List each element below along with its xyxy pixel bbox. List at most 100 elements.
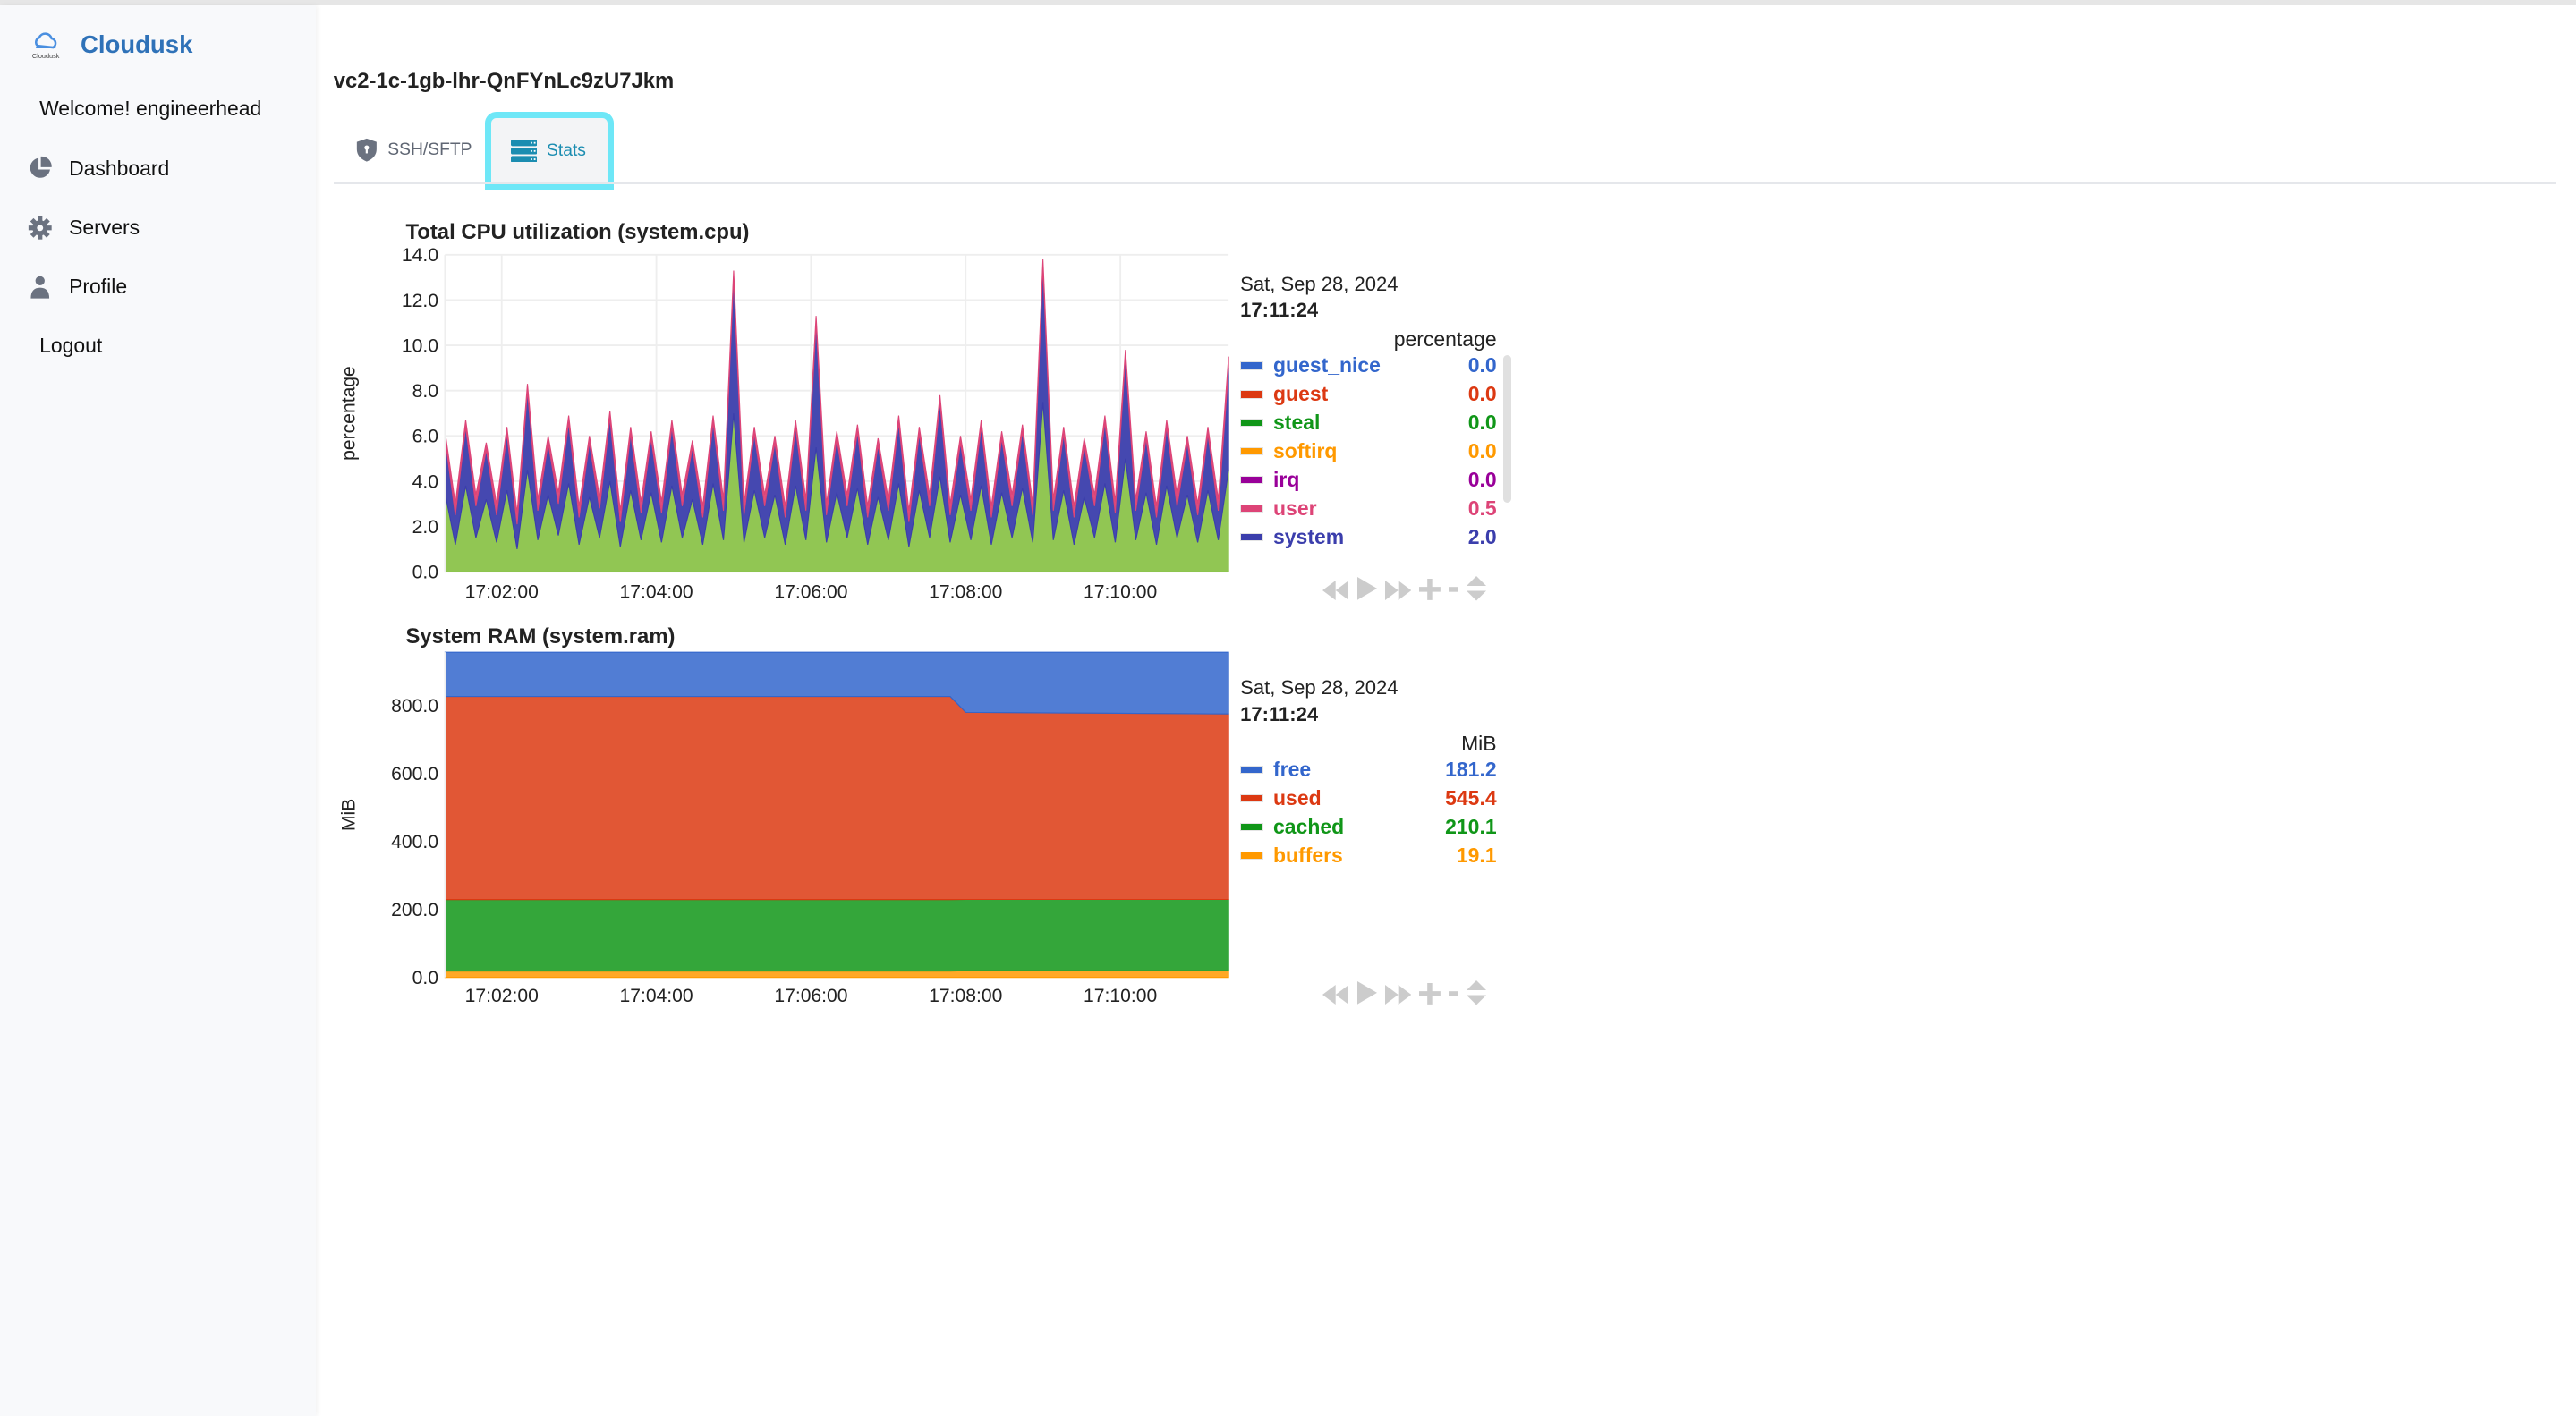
tab-stats[interactable]: Stats bbox=[484, 111, 614, 191]
legend-series-name: guest_nice bbox=[1273, 353, 1381, 377]
legend-swatch bbox=[1240, 532, 1264, 542]
fast-forward-icon[interactable] bbox=[1384, 981, 1412, 1012]
legend-series-name: softirq bbox=[1273, 439, 1338, 463]
y-tick-label: 6.0 bbox=[412, 426, 438, 446]
legend-time: 17:11:24 bbox=[1240, 703, 1319, 726]
ram-chart-title: System RAM (system.ram) bbox=[405, 623, 676, 649]
rewind-icon[interactable] bbox=[1322, 577, 1349, 607]
legend-swatch bbox=[1240, 447, 1264, 456]
cpu-chart-controls bbox=[1322, 576, 1487, 608]
resize-icon[interactable] bbox=[1467, 576, 1487, 608]
legend-swatch bbox=[1240, 390, 1264, 399]
series-area-user bbox=[444, 259, 1229, 524]
y-tick-label: 0.0 bbox=[412, 562, 438, 582]
y-tick-label: 8.0 bbox=[412, 381, 438, 402]
legend-scrollbar[interactable] bbox=[1502, 354, 1512, 503]
resize-icon[interactable] bbox=[1467, 980, 1487, 1013]
legend-series-name: user bbox=[1273, 496, 1317, 521]
sidebar-item-servers[interactable]: Servers bbox=[28, 216, 140, 241]
legend-rows: free 181.2 used 545.4 cached 210.1 buffe… bbox=[1240, 756, 1497, 870]
tabs-divider bbox=[333, 182, 2556, 184]
x-tick-label: 17:10:00 bbox=[1084, 581, 1157, 602]
brand-name: Cloudusk bbox=[80, 30, 193, 58]
legend-row-softirq[interactable]: softirq 0.0 bbox=[1240, 437, 1497, 466]
zoom-in-icon[interactable] bbox=[1419, 981, 1441, 1012]
legend-date: Sat, Sep 28, 2024 bbox=[1240, 676, 1399, 700]
x-tick-label: 17:06:00 bbox=[775, 986, 848, 1006]
page-title: vc2-1c-1gb-lhr-QnFYnLc9zU7Jkm bbox=[333, 69, 675, 94]
legend-row-irq[interactable]: irq 0.0 bbox=[1240, 466, 1497, 495]
legend-row-system[interactable]: system 2.0 bbox=[1240, 523, 1497, 552]
y-tick-label: 14.0 bbox=[402, 245, 438, 266]
tab-label: Stats bbox=[547, 140, 586, 160]
legend-series-name: free bbox=[1273, 758, 1312, 782]
legend-swatch bbox=[1240, 475, 1264, 485]
legend-series-name: system bbox=[1273, 525, 1345, 549]
sidebar-item-label: Dashboard bbox=[69, 156, 170, 180]
legend-swatch bbox=[1240, 765, 1264, 775]
legend-row-cached[interactable]: cached 210.1 bbox=[1240, 812, 1497, 841]
x-tick-label: 17:02:00 bbox=[465, 986, 539, 1006]
ram-legend: Sat, Sep 28, 2024 17:11:24 MiB free 181.… bbox=[1240, 676, 1497, 870]
legend-series-value: 19.1 bbox=[1456, 843, 1497, 867]
cpu-chart[interactable]: 0.0 2.0 4.0 6.0 8.0 10.0 12.0 14.0 17:02:00 17:04… bbox=[328, 243, 1232, 613]
sidebar-item-label: Servers bbox=[69, 215, 140, 239]
x-tick-label: 17:02:00 bbox=[465, 581, 539, 602]
fast-forward-icon[interactable] bbox=[1384, 577, 1412, 607]
legend-series-value: 0.0 bbox=[1467, 439, 1497, 463]
logout-link[interactable]: Logout bbox=[39, 333, 103, 357]
ram-chart[interactable]: 0.0 200.0 400.0 600.0 800.0 17:02:00 17:04:00 1… bbox=[328, 644, 1232, 1013]
legend-series-value: 0.0 bbox=[1467, 411, 1497, 435]
series-area-used bbox=[444, 695, 1229, 900]
legend-row-buffers[interactable]: buffers 19.1 bbox=[1240, 841, 1497, 869]
cloud-logo-icon: Cloudusk bbox=[32, 32, 60, 60]
tab-ssh-sftp[interactable]: SSH/SFTP bbox=[355, 138, 472, 163]
legend-swatch bbox=[1240, 851, 1264, 861]
zoom-out-icon[interactable] bbox=[1449, 577, 1459, 607]
rewind-icon[interactable] bbox=[1322, 981, 1349, 1012]
legend-row-user[interactable]: user 0.5 bbox=[1240, 495, 1497, 523]
cpu-chart-title: Total CPU utilization (system.cpu) bbox=[405, 220, 750, 245]
y-tick-label: 800.0 bbox=[391, 696, 438, 716]
y-tick-label: 600.0 bbox=[391, 764, 438, 784]
series-area-free bbox=[444, 651, 1229, 715]
cpu-legend: Sat, Sep 28, 2024 17:11:24 percentage gu… bbox=[1240, 273, 1497, 552]
ram-chart-controls bbox=[1322, 980, 1487, 1013]
brand-logo[interactable]: Cloudusk Cloudusk bbox=[28, 28, 192, 61]
legend-swatch bbox=[1240, 504, 1264, 513]
legend-row-used[interactable]: used 545.4 bbox=[1240, 784, 1497, 813]
legend-row-guest_nice[interactable]: guest_nice 0.0 bbox=[1240, 352, 1497, 380]
tab-label: SSH/SFTP bbox=[387, 140, 472, 159]
y-tick-label: 200.0 bbox=[391, 900, 438, 920]
legend-series-value: 210.1 bbox=[1445, 814, 1497, 838]
sidebar-item-profile[interactable]: Profile bbox=[28, 275, 127, 300]
legend-series-name: cached bbox=[1273, 814, 1345, 838]
legend-swatch bbox=[1240, 419, 1264, 428]
legend-unit: MiB bbox=[1461, 731, 1497, 755]
series-area-cached bbox=[444, 898, 1229, 971]
legend-row-free[interactable]: free 181.2 bbox=[1240, 756, 1497, 784]
pie-chart-icon bbox=[30, 157, 52, 179]
legend-series-value: 0.5 bbox=[1467, 496, 1497, 521]
y-tick-label: 12.0 bbox=[402, 291, 438, 311]
sidebar-item-dashboard[interactable]: Dashboard bbox=[28, 156, 169, 181]
x-tick-label: 17:04:00 bbox=[620, 986, 693, 1006]
legend-series-value: 2.0 bbox=[1467, 525, 1497, 549]
y-axis-label: MiB bbox=[339, 798, 360, 830]
x-tick-label: 17:08:00 bbox=[929, 986, 1002, 1006]
legend-row-steal[interactable]: steal 0.0 bbox=[1240, 409, 1497, 437]
legend-rows: guest_nice 0.0 guest 0.0 steal 0.0 softi… bbox=[1240, 352, 1497, 552]
shield-lock-icon bbox=[356, 139, 377, 162]
legend-series-name: used bbox=[1273, 786, 1322, 810]
legend-series-value: 545.4 bbox=[1445, 786, 1497, 810]
zoom-in-icon[interactable] bbox=[1419, 577, 1441, 607]
legend-row-guest[interactable]: guest 0.0 bbox=[1240, 380, 1497, 409]
y-tick-label: 400.0 bbox=[391, 832, 438, 852]
play-icon[interactable] bbox=[1356, 577, 1377, 607]
legend-series-name: buffers bbox=[1273, 843, 1343, 867]
legend-unit: percentage bbox=[1393, 326, 1497, 351]
play-icon[interactable] bbox=[1356, 981, 1377, 1012]
legend-time: 17:11:24 bbox=[1240, 299, 1319, 322]
zoom-out-icon[interactable] bbox=[1449, 981, 1459, 1012]
